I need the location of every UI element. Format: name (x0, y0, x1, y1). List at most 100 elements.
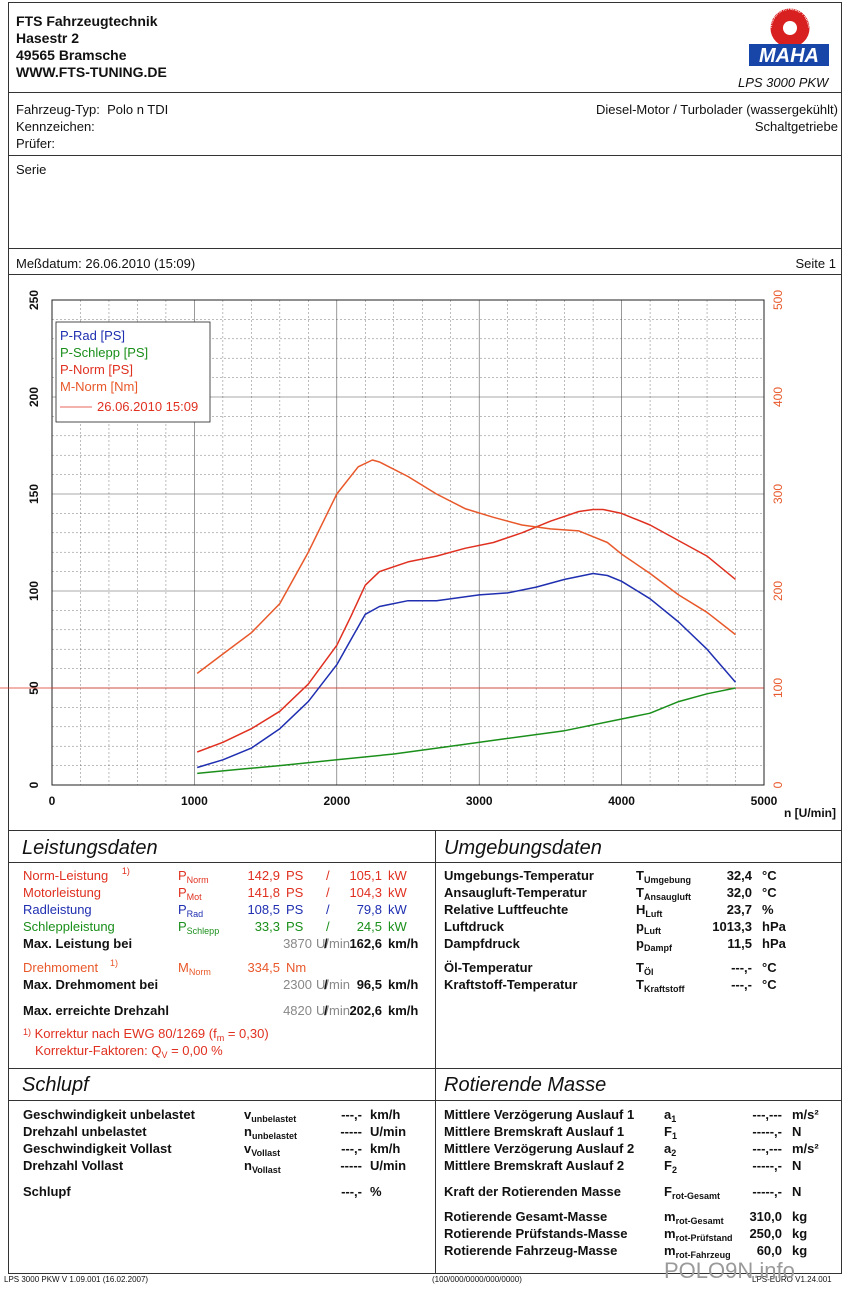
symbol: TAnsaugluft (636, 885, 691, 902)
power-label: Motorleistung (23, 885, 102, 900)
y-right-tick-label: 300 (771, 484, 785, 504)
x-tick-label: 0 (49, 794, 56, 808)
rotating-mass-unit: N (792, 1124, 802, 1139)
legend-entry: P-Rad [PS] (60, 328, 125, 343)
x-tick-label: 3000 (466, 794, 493, 808)
slip-unit: U/min (370, 1124, 407, 1139)
symbol: mrot-Fahrzeug (664, 1243, 731, 1260)
symbol: pDampf (636, 936, 672, 953)
rotating-mass-label: Mittlere Verzögerung Auslauf 1 (444, 1107, 635, 1122)
tester-label: Prüfer: (16, 136, 56, 151)
slip-value: ---,- (341, 1184, 362, 1199)
rotating-mass-unit: kg (792, 1209, 808, 1224)
environment-label: Öl-Temperatur (444, 960, 533, 975)
power-ps-unit: PS (286, 902, 304, 917)
legend-date: 26.06.2010 15:09 (97, 399, 198, 414)
symbol: a2 (664, 1141, 677, 1158)
max-torque-rpm-unit: U/min (316, 977, 350, 992)
plot-border (51, 299, 765, 786)
vehicle-info: Fahrzeug-Typ: Polo n TDI Kennzeichen: Pr… (16, 101, 168, 152)
watermark: POLO9N.info (664, 1258, 795, 1283)
correction-note: 1) Korrektur nach EWG 80/1269 (fm = 0,30… (23, 1026, 269, 1043)
power-kw-unit: kW (388, 902, 407, 917)
rotating-mass-value: -----,- (752, 1124, 782, 1139)
environment-label: Ansaugluft-Temperatur (444, 885, 587, 900)
symbol: TUmgebung (636, 868, 691, 885)
max-torque-speed: 96,5 (356, 977, 382, 992)
y-left-tick-label: 0 (27, 781, 41, 788)
max-power-rpm: 3870 (283, 936, 312, 951)
environment-value: ---,- (731, 977, 752, 992)
symbol: MNorm (178, 960, 211, 977)
y-left-tick-label: 100 (27, 581, 41, 601)
power-ps-value: 141,8 (247, 885, 280, 900)
gearbox-type: Schaltgetriebe (754, 119, 838, 134)
environment-unit: °C (762, 977, 777, 992)
power-ps-unit: PS (286, 885, 304, 900)
max-torque-speed-unit: km/h (388, 977, 419, 992)
separator: / (326, 868, 330, 883)
report-frame (8, 2, 842, 1274)
max-power-label: Max. Leistung bei (23, 936, 133, 951)
power-label: Radleistung (23, 902, 92, 917)
leistung-title: Leistungsdaten (22, 837, 158, 859)
legend-entry: M-Norm [Nm] (60, 379, 138, 394)
rotating-mass-label: Rotierende Gesamt-Masse (444, 1209, 608, 1224)
torque-unit: Nm (286, 960, 307, 975)
x-tick-label: 2000 (323, 794, 350, 808)
y-right-tick-label: 200 (771, 581, 785, 601)
power-kw-unit: kW (388, 885, 407, 900)
y-right-tick-label: 0 (771, 781, 785, 788)
x-tick-label: 5000 (751, 794, 778, 808)
symbol: HLuft (636, 902, 663, 919)
rotating-mass-value: ---,--- (752, 1107, 782, 1122)
footer-right: LPS-EURO V1.24.001 (752, 1275, 832, 1284)
slip-label: Geschwindigkeit unbelastet (23, 1107, 195, 1122)
power-kw-value: 24,5 (356, 919, 382, 934)
max-rpm-rpm-unit: U/min (316, 1003, 350, 1018)
slip-label: Geschwindigkeit Vollast (23, 1141, 172, 1156)
slip-value: ---,- (341, 1107, 362, 1122)
environment-unit: % (762, 902, 774, 917)
series-line-3 (196, 459, 736, 674)
symbol: mrot-Prüfstand (664, 1226, 733, 1243)
environment-value: 11,5 (727, 936, 752, 951)
rotating-mass-unit: m/s² (792, 1107, 819, 1122)
symbol: Frot-Gesamt (664, 1184, 720, 1201)
symbol: F1 (664, 1124, 677, 1141)
rotating-mass-value: -----,- (752, 1184, 782, 1199)
environment-value: ---,- (731, 960, 752, 975)
power-kw-value: 79,8 (356, 902, 382, 917)
y-right-tick-label: 100 (771, 678, 785, 698)
environment-value: 32,0 (726, 885, 752, 900)
slip-value: ---,- (341, 1141, 362, 1156)
torque-value: 334,5 (247, 960, 280, 975)
power-kw-unit: kW (388, 868, 407, 883)
x-axis-label: n [U/min] (784, 806, 836, 820)
environment-label: Dampfdruck (444, 936, 520, 951)
y-left-tick-label: 200 (27, 387, 41, 407)
symbol: TÖl (636, 960, 654, 977)
rotating-mass-unit: N (792, 1158, 802, 1173)
rotating-mass-value: 310,0 (749, 1209, 782, 1224)
separator: / (326, 902, 330, 917)
legend-entry: P-Norm [PS] (60, 362, 133, 377)
environment-label: Kraftstoff-Temperatur (444, 977, 578, 992)
series-line-0 (196, 572, 737, 769)
series-line-2 (196, 508, 736, 753)
slip-unit: km/h (370, 1107, 401, 1122)
slip-label: Drehzahl Vollast (23, 1158, 124, 1173)
measurement-date: Meßdatum: 26.06.2010 (15:09) (16, 256, 196, 271)
rotating-mass-label: Kraft der Rotierenden Masse (444, 1184, 621, 1199)
max-rpm-speed: 202,6 (349, 1003, 382, 1018)
power-ps-unit: PS (286, 919, 304, 934)
power-kw-unit: kW (388, 919, 407, 934)
slip-unit: km/h (370, 1141, 401, 1156)
symbol: TKraftstoff (636, 977, 685, 994)
rotating-mass-unit: N (792, 1184, 802, 1199)
engine-info: Diesel-Motor / Turbolader (wassergekühlt… (596, 101, 838, 135)
rotating-mass-unit: kg (792, 1226, 808, 1241)
footnote-mark: 1) (110, 958, 119, 968)
footer-code: (100/000/0000/000/0000) (432, 1275, 522, 1284)
